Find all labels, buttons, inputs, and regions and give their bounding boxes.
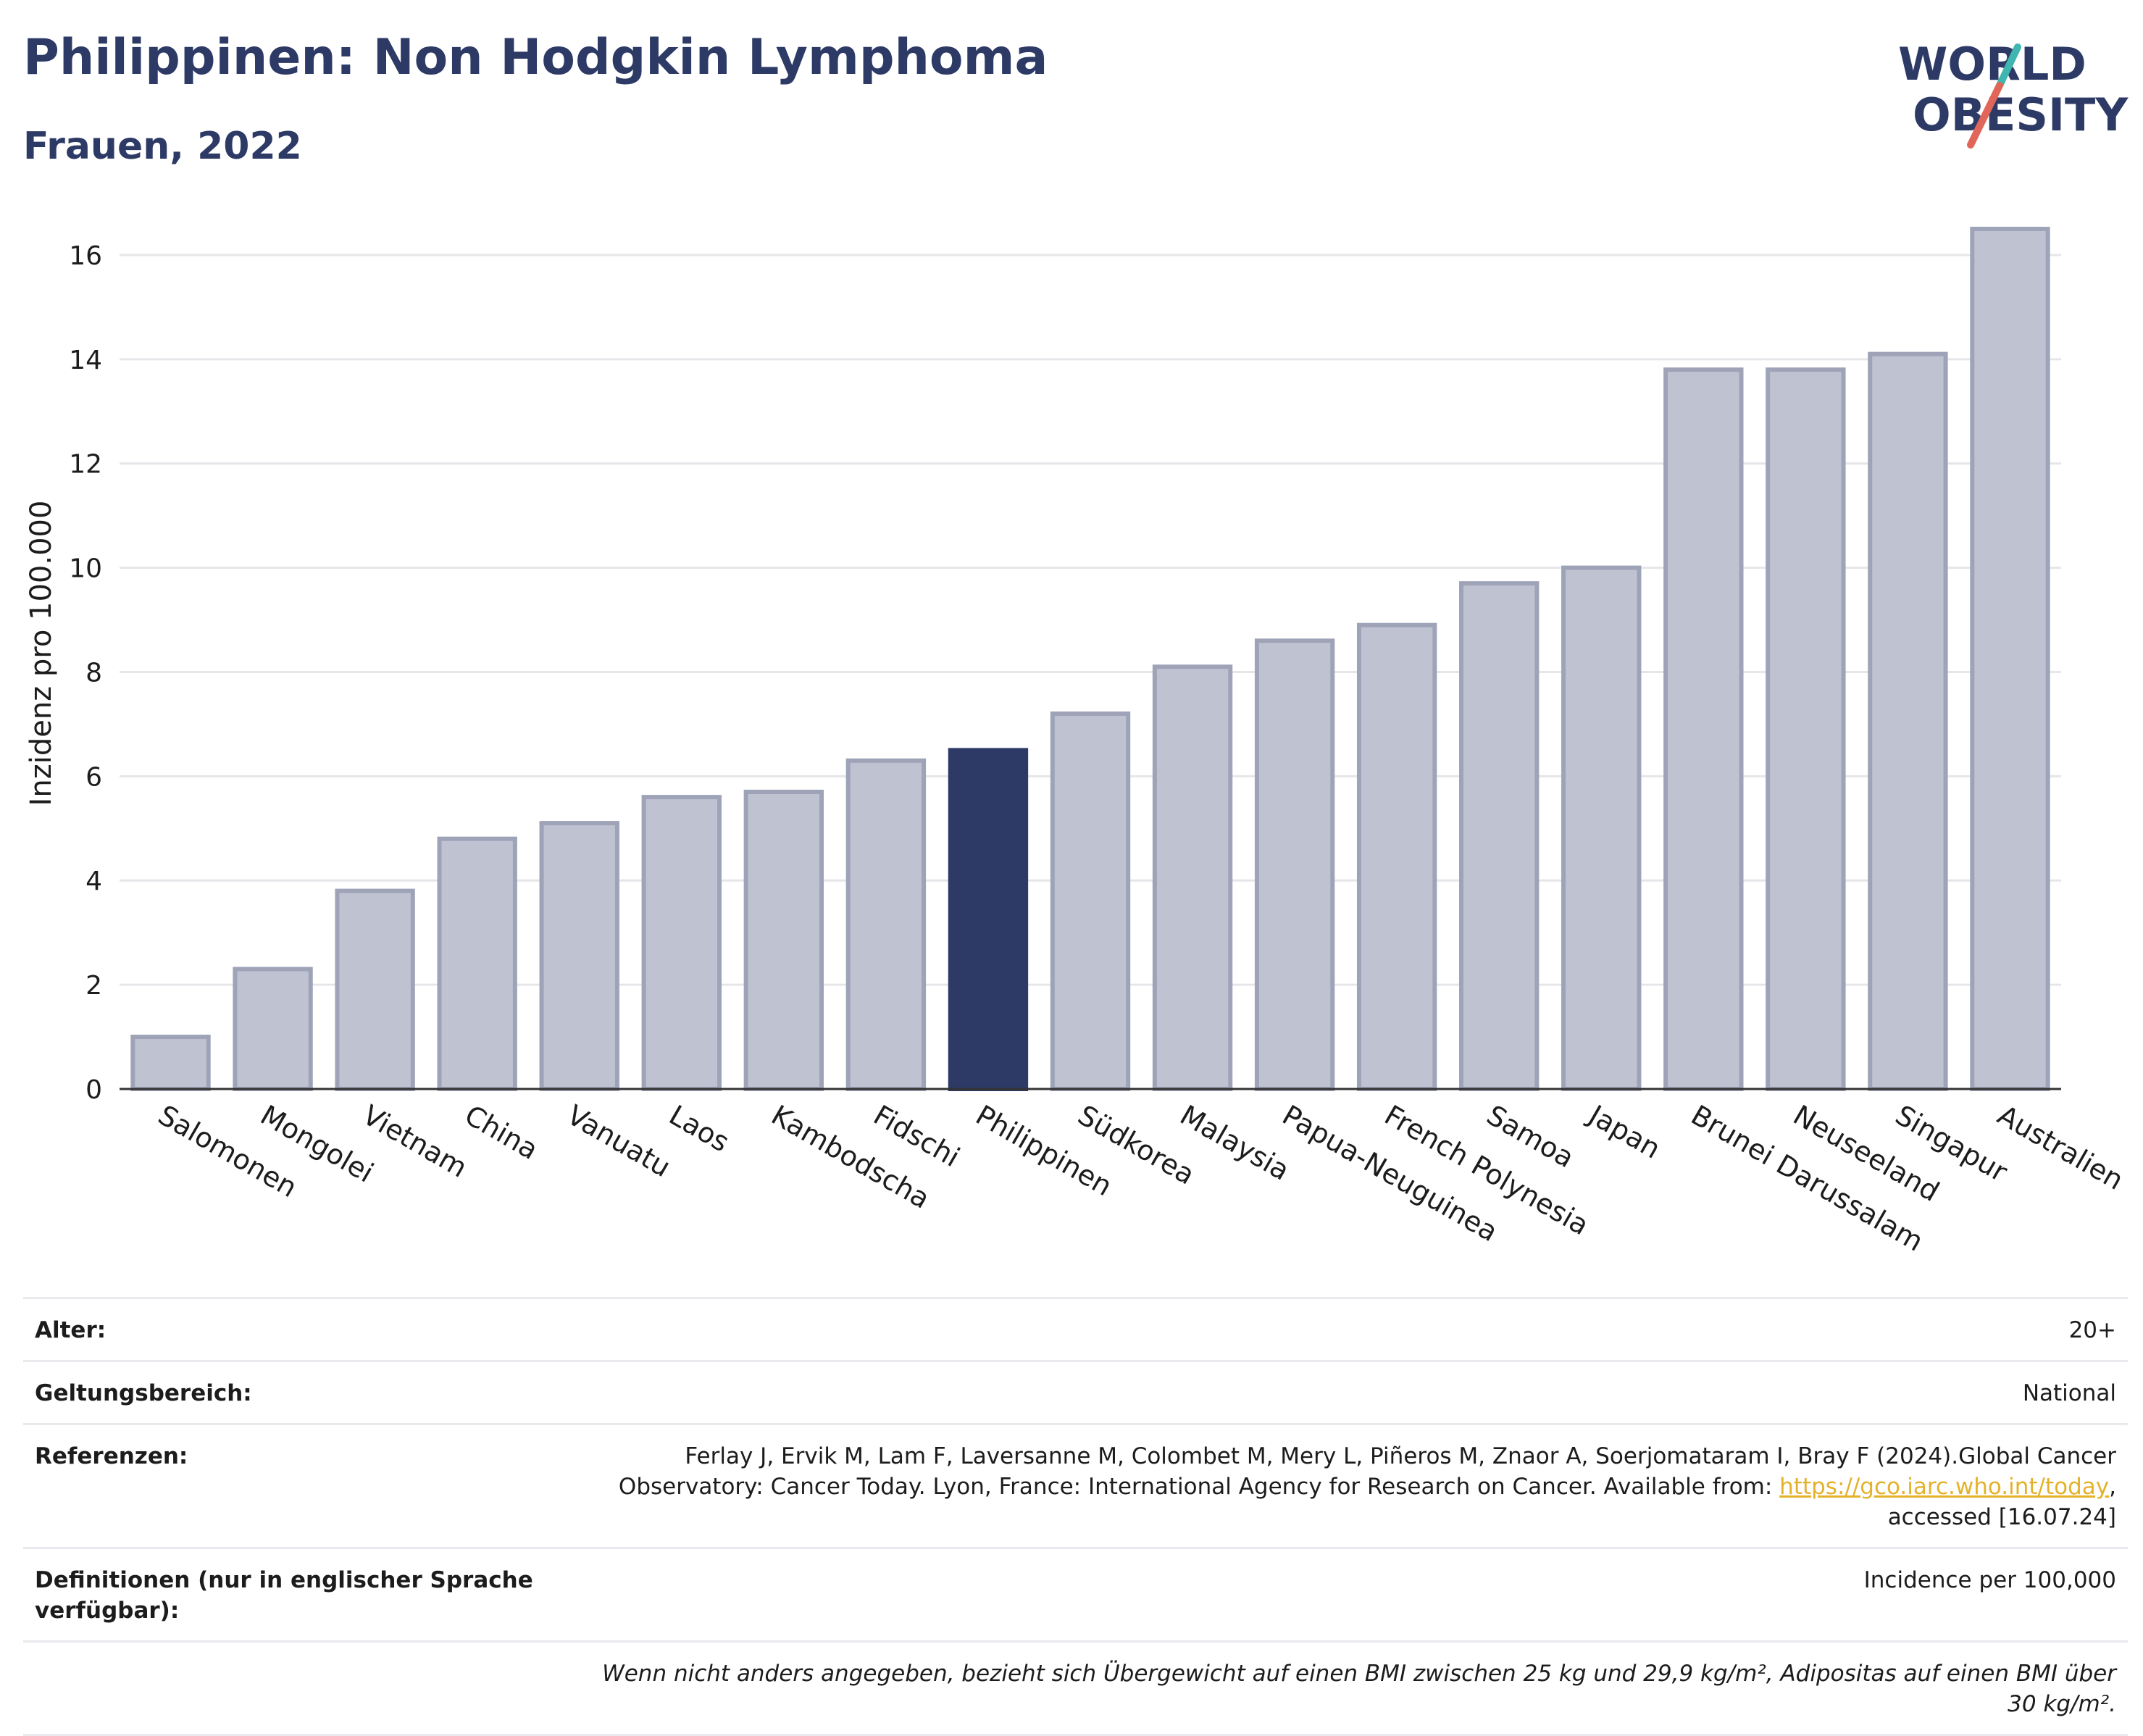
- scope-label: Geltungsbereich:: [35, 1380, 252, 1406]
- age-value: 20+: [2068, 1317, 2116, 1343]
- bar-singapur: [1868, 351, 1948, 1092]
- bar-chart: 0 2 4 6 8 10 12 14 16 SalomonenMongoleiVietnamCh…: [25, 226, 2129, 1258]
- logo-slash-top: [1996, 43, 2021, 89]
- references-text: Ferlay J, Ervik M, Lam F, Laversanne M, …: [618, 1443, 2116, 1500]
- bar-china: [437, 836, 517, 1092]
- y-tick-label: 0: [85, 1075, 102, 1105]
- references-value: Ferlay J, Ervik M, Lam F, Laversanne M, …: [595, 1441, 2116, 1532]
- definitions-row: Definitionen (nur in englischer Sprache …: [23, 1547, 2128, 1640]
- x-tick-label: Australien: [1992, 1099, 2129, 1196]
- y-tick-label: 16: [69, 241, 102, 271]
- page-title: Philippinen: Non Hodgkin Lymphoma: [23, 29, 1048, 86]
- y-tick-label: 2: [85, 971, 102, 1001]
- bar-neuseeland: [1766, 367, 1846, 1091]
- bar-mongolei: [233, 967, 313, 1091]
- age-label: Alter:: [35, 1317, 106, 1343]
- bar-laos: [641, 795, 722, 1091]
- x-tick-label: Vietnam: [357, 1099, 472, 1184]
- y-axis-label: Inzidenz pro 100.000: [25, 501, 58, 806]
- bar-vietnam: [335, 888, 415, 1091]
- bmi-note: Wenn nicht anders angegeben, bezieht sic…: [602, 1661, 2116, 1717]
- y-tick-label: 6: [85, 762, 102, 792]
- logo-line-1: WORLD: [1898, 38, 2086, 91]
- bar-philippinen: [948, 748, 1029, 1091]
- y-tick-label: 12: [69, 450, 102, 480]
- y-tick-label: 8: [85, 658, 102, 688]
- bar-japan: [1561, 565, 1642, 1091]
- page-subtitle: Frauen, 2022: [23, 125, 302, 168]
- scope-row: Geltungsbereich: National: [23, 1360, 2128, 1423]
- y-tick-label: 4: [85, 867, 102, 896]
- world-obesity-logo: WORLD OBESITY: [1898, 38, 2129, 149]
- y-tick-label: 14: [69, 346, 102, 375]
- references-accessed: , accessed [16.07.24]: [1887, 1474, 2116, 1530]
- bar-salomonen: [130, 1035, 211, 1092]
- references-row: Referenzen: Ferlay J, Ervik M, Lam F, La…: [23, 1423, 2128, 1547]
- scope-value: National: [2022, 1380, 2116, 1406]
- bar-südkorea: [1050, 711, 1131, 1091]
- bar-australien: [1970, 226, 2050, 1091]
- bar-malaysia: [1152, 664, 1233, 1091]
- logo-line-2: OBESITY: [1913, 88, 2129, 141]
- info-table: Alter: 20+ Geltungsbereich: National Ref…: [23, 1297, 2128, 1736]
- definitions-value: Incidence per 100,000: [1863, 1567, 2116, 1593]
- bar-papua-neuguinea: [1254, 638, 1335, 1091]
- bar-brunei-darussalam: [1663, 367, 1744, 1091]
- references-link[interactable]: https://gco.iarc.who.int/today: [1779, 1474, 2110, 1500]
- x-tick-label: Vanuatu: [561, 1099, 676, 1183]
- x-tick-label: Japan: [1582, 1098, 1666, 1165]
- y-tick-label: 10: [69, 554, 102, 584]
- bar-french-polynesia: [1356, 622, 1437, 1091]
- definitions-label: Definitionen (nur in englischer Sprache …: [35, 1567, 533, 1624]
- note-row: Wenn nicht anders angegeben, bezieht sic…: [23, 1640, 2128, 1736]
- y-tick-labels: 0 2 4 6 8 10 12 14 16: [69, 241, 102, 1105]
- logo-slash-bottom: [1967, 82, 2003, 149]
- age-row: Alter: 20+: [23, 1297, 2128, 1360]
- x-tick-label: Laos: [664, 1099, 735, 1159]
- bar-fidschi: [845, 758, 927, 1092]
- bar-vanuatu: [539, 821, 619, 1091]
- bar-kambodscha: [743, 789, 824, 1091]
- bar-samoa: [1459, 581, 1540, 1091]
- references-label: Referenzen:: [35, 1443, 188, 1469]
- bars: [130, 226, 2050, 1092]
